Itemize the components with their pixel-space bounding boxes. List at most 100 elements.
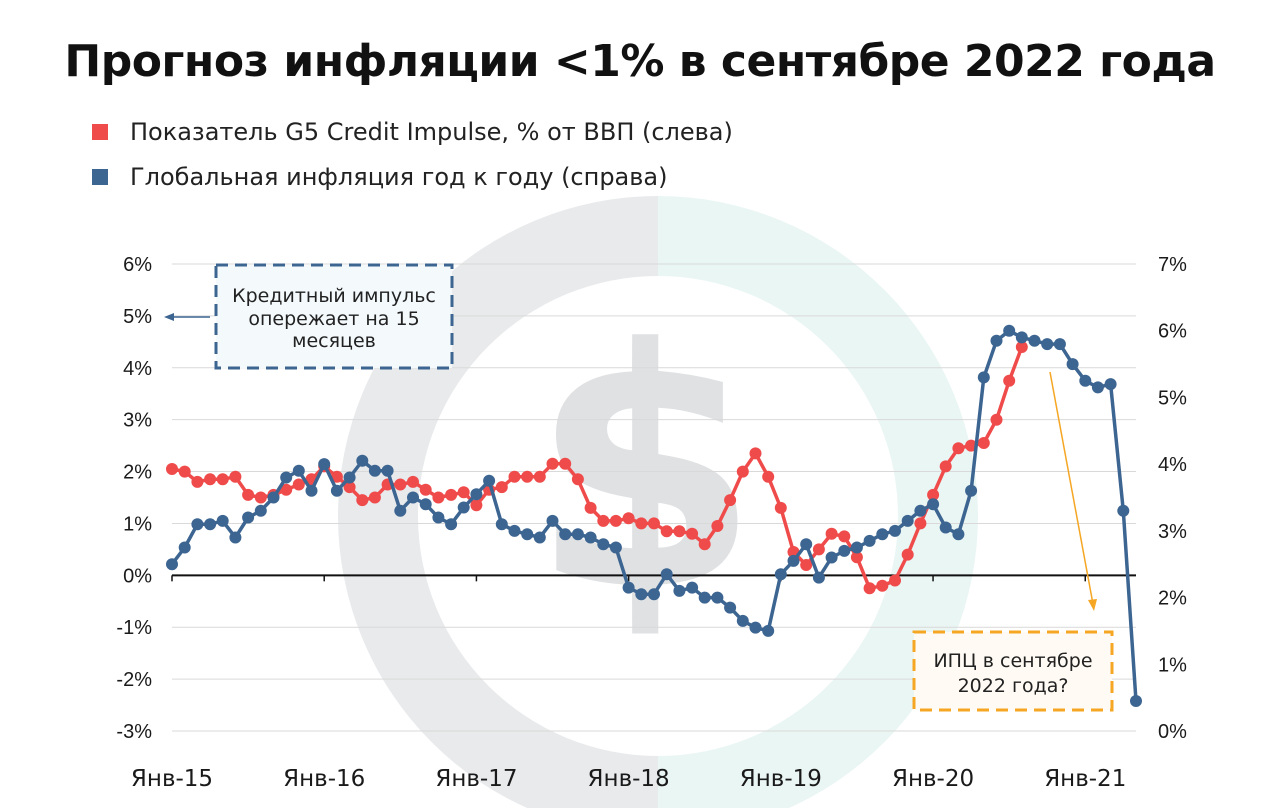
y-axis-left: 6% 5% 4% 3% 2% 1% 0% -1% -2% -3%	[116, 254, 152, 743]
y-right-tick-label: 3%	[1158, 521, 1187, 543]
x-tick-label: Янв-19	[740, 766, 822, 792]
x-tick-label: Янв-20	[892, 766, 974, 792]
data-point	[457, 486, 470, 499]
y-right-tick-label: 6%	[1158, 321, 1187, 343]
data-point	[1015, 331, 1028, 344]
legend-label-global-inflation: Глобальная инфляция год к году (справа)	[130, 163, 668, 191]
data-point	[736, 614, 749, 627]
data-point	[483, 474, 496, 487]
data-point	[292, 478, 305, 491]
data-point	[800, 559, 813, 571]
y-axis-right: 7% 6% 5% 4% 3% 2% 1% 0%	[1158, 254, 1187, 743]
y-right-tick-label: 2%	[1158, 588, 1187, 610]
data-point	[559, 528, 572, 541]
data-point	[1066, 358, 1079, 371]
data-point	[635, 517, 648, 530]
data-point	[432, 491, 445, 504]
data-point	[927, 488, 940, 501]
data-point	[863, 582, 876, 595]
data-point	[267, 491, 280, 504]
data-point	[280, 471, 293, 484]
data-point	[343, 481, 356, 494]
data-point	[622, 581, 635, 594]
y-right-tick-label: 4%	[1158, 454, 1187, 476]
y-left-tick-label: -3%	[116, 721, 152, 743]
data-point	[394, 504, 407, 517]
data-point	[356, 494, 369, 507]
data-point	[368, 464, 381, 477]
data-point	[533, 531, 546, 544]
data-point	[812, 571, 825, 584]
data-point	[812, 543, 825, 556]
data-point	[673, 584, 686, 597]
data-point	[711, 591, 724, 604]
legend-swatch-blue	[92, 169, 108, 185]
y-left-tick-label: -2%	[116, 669, 152, 691]
data-point	[914, 504, 927, 517]
data-point	[495, 481, 508, 494]
data-point	[242, 511, 255, 524]
data-point	[216, 473, 229, 486]
data-point	[698, 538, 711, 551]
legend-item-global-inflation: Глобальная инфляция год к году (справа)	[92, 163, 667, 191]
data-point	[686, 581, 699, 594]
data-point	[280, 483, 293, 496]
legend-swatch-red	[92, 124, 108, 140]
data-point	[724, 494, 737, 507]
data-point	[952, 528, 965, 541]
data-point	[178, 465, 191, 478]
data-point	[229, 470, 242, 483]
y-left-tick-label: 5%	[123, 306, 152, 328]
annotation-text-credit-lead-2: опережает на 15	[248, 308, 419, 330]
data-point	[407, 475, 419, 488]
annotation-box-credit-lead	[214, 263, 454, 370]
series-credit-impulse	[166, 341, 1028, 595]
data-point	[736, 465, 749, 478]
x-tick-label: Янв-18	[588, 766, 670, 792]
data-point	[1028, 334, 1041, 347]
data-point	[445, 518, 458, 531]
x-tick-label: Янв-21	[1044, 766, 1126, 792]
data-point	[622, 512, 635, 525]
data-point	[597, 514, 610, 527]
data-point	[660, 525, 673, 538]
data-point	[242, 488, 255, 501]
annotation-text-cpi-2: 2022 года?	[958, 675, 1069, 697]
data-point	[1104, 378, 1117, 391]
data-point	[305, 484, 318, 497]
legend-label-credit-impulse: Показатель G5 Credit Impulse, % от ВВП (…	[130, 118, 733, 146]
data-point	[749, 447, 762, 460]
data-point	[166, 463, 178, 475]
data-point	[635, 588, 648, 601]
y-left-tick-label: 6%	[123, 254, 152, 276]
data-point	[419, 498, 432, 511]
x-tick-label: Янв-15	[131, 766, 213, 792]
data-point	[977, 437, 990, 449]
data-point	[254, 491, 267, 504]
data-point	[292, 464, 305, 477]
data-point	[584, 501, 597, 514]
data-point	[407, 491, 419, 504]
data-point	[686, 527, 699, 540]
data-point	[191, 475, 204, 488]
data-point	[216, 514, 229, 527]
data-point	[825, 551, 838, 564]
x-tick-label: Янв-17	[435, 766, 517, 792]
data-point	[838, 530, 851, 543]
arrow-left-icon	[164, 313, 174, 321]
data-point	[774, 568, 787, 581]
data-point	[1003, 324, 1016, 337]
data-point	[1079, 374, 1092, 387]
data-point	[1053, 338, 1066, 351]
data-point	[178, 541, 191, 554]
data-point	[457, 501, 470, 514]
series-global-inflation	[166, 324, 1142, 707]
data-point	[762, 470, 775, 483]
annotation-cpi-question: ИПЦ в сентябре 2022 года?	[912, 371, 1114, 712]
data-point	[901, 514, 914, 527]
annotation-credit-lead: Кредитный импульс опережает на 15 месяце…	[164, 263, 454, 370]
chart-title: Прогноз инфляции <1% в сентябре 2022 год…	[64, 36, 1216, 87]
data-point	[787, 554, 800, 567]
data-point	[1091, 381, 1104, 394]
